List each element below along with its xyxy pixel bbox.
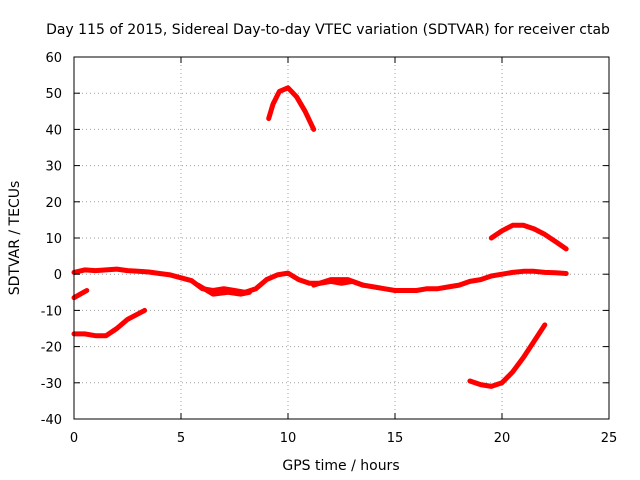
y-tick-label: -40 — [41, 413, 62, 428]
y-tick-label: -10 — [41, 304, 62, 319]
y-tick-label: 10 — [45, 232, 62, 247]
y-tick-label: 50 — [45, 87, 62, 102]
y-tick-label: 40 — [45, 123, 62, 138]
x-tick-label: 5 — [177, 431, 185, 446]
chart-title: Day 115 of 2015, Sidereal Day-to-day VTE… — [46, 22, 610, 38]
series-line-dip-late — [467, 322, 548, 389]
y-tick-label: 20 — [45, 196, 62, 211]
series-line-track-12h — [311, 277, 366, 288]
y-tick-label: 0 — [54, 268, 62, 283]
y-tick-label: -20 — [41, 341, 62, 356]
tick-layer: 0 5 10 15 20 25 -40 -30 -20 -10 0 10 20 30 40 50 60 — [41, 51, 618, 446]
y-tick-label: 30 — [45, 160, 62, 175]
x-tick-label: 15 — [387, 431, 404, 446]
x-tick-label: 20 — [494, 431, 511, 446]
series-line-dip-early — [71, 307, 148, 339]
y-axis-label: SDTVAR / TECUs — [7, 181, 23, 296]
y-tick-label: -30 — [41, 377, 62, 392]
x-tick-label: 25 — [601, 431, 618, 446]
x-axis-label: GPS time / hours — [282, 458, 399, 474]
y-tick-label: 60 — [45, 51, 62, 66]
series-line-secondary-track — [195, 282, 252, 297]
series-line-start-low — [71, 288, 90, 301]
series-layer — [71, 85, 569, 389]
series-line-hump-21h — [488, 222, 569, 252]
x-tick-label: 10 — [280, 431, 297, 446]
series-line-hump-10h — [266, 85, 317, 132]
grid-layer — [74, 57, 609, 419]
x-tick-label: 0 — [70, 431, 78, 446]
